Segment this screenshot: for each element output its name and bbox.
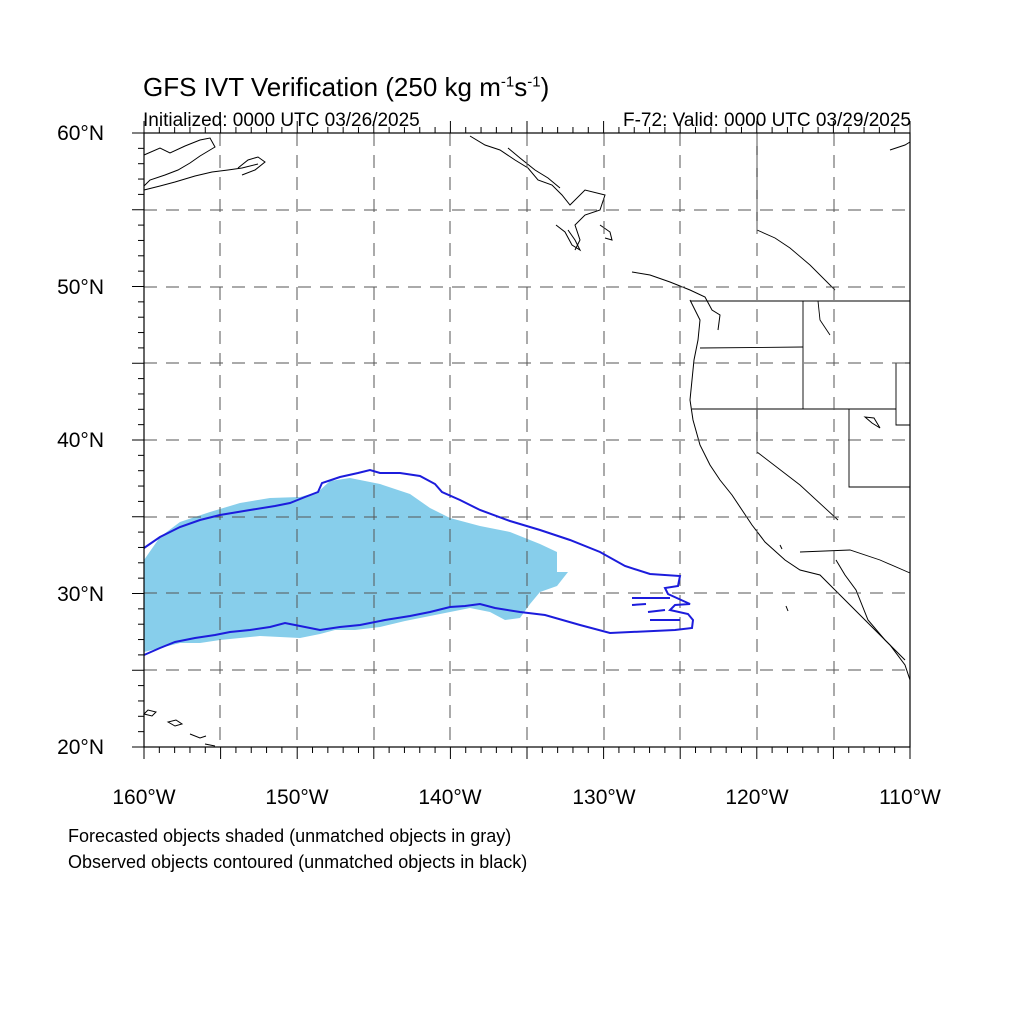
- lat-label-60: 60°N: [57, 122, 104, 145]
- lat-lon-grid: [144, 133, 910, 747]
- forecast-object: [144, 478, 568, 652]
- initialized-time: Initialized: 0000 UTC 03/26/2025: [143, 110, 420, 131]
- lon-label-120w: 120°W: [725, 786, 789, 809]
- axis-ticks: [132, 121, 911, 759]
- lon-label-150w: 150°W: [265, 786, 329, 809]
- lat-label-50: 50°N: [57, 276, 104, 299]
- lat-label-20: 20°N: [57, 736, 104, 759]
- lat-label-30: 30°N: [57, 583, 104, 606]
- lon-label-140w: 140°W: [418, 786, 482, 809]
- lat-label-40: 40°N: [57, 429, 104, 452]
- political-borders: [690, 136, 911, 574]
- lon-label-130w: 130°W: [572, 786, 636, 809]
- coastlines: [143, 135, 911, 747]
- lon-label-110w: 110°W: [879, 786, 941, 809]
- map-title: GFS IVT Verification (250 kg m-1s-1): [143, 72, 550, 102]
- valid-time: F-72: Valid: 0000 UTC 03/29/2025: [623, 110, 911, 131]
- caption-forecast: Forecasted objects shaded (unmatched obj…: [68, 826, 512, 846]
- caption-observed: Observed objects contoured (unmatched ob…: [68, 852, 528, 872]
- lon-label-160w: 160°W: [112, 786, 176, 809]
- observed-object: [143, 468, 695, 656]
